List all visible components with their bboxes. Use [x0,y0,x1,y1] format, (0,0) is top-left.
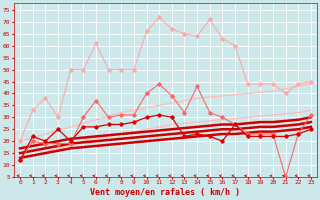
X-axis label: Vent moyen/en rafales ( km/h ): Vent moyen/en rafales ( km/h ) [91,188,241,197]
